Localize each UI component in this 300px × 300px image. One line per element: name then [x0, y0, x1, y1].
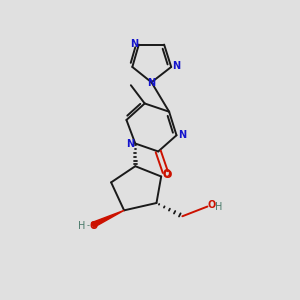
Text: O: O	[163, 170, 172, 180]
Text: N: N	[147, 78, 155, 88]
Text: -: -	[86, 221, 89, 230]
Text: H: H	[215, 202, 222, 212]
Text: N: N	[130, 39, 138, 49]
Text: O: O	[207, 200, 216, 210]
Polygon shape	[92, 210, 124, 227]
Text: O: O	[162, 169, 171, 179]
Text: O: O	[89, 221, 97, 231]
Text: N: N	[126, 139, 134, 148]
Text: N: N	[178, 130, 186, 140]
Text: N: N	[172, 61, 180, 71]
Text: H: H	[78, 221, 85, 231]
